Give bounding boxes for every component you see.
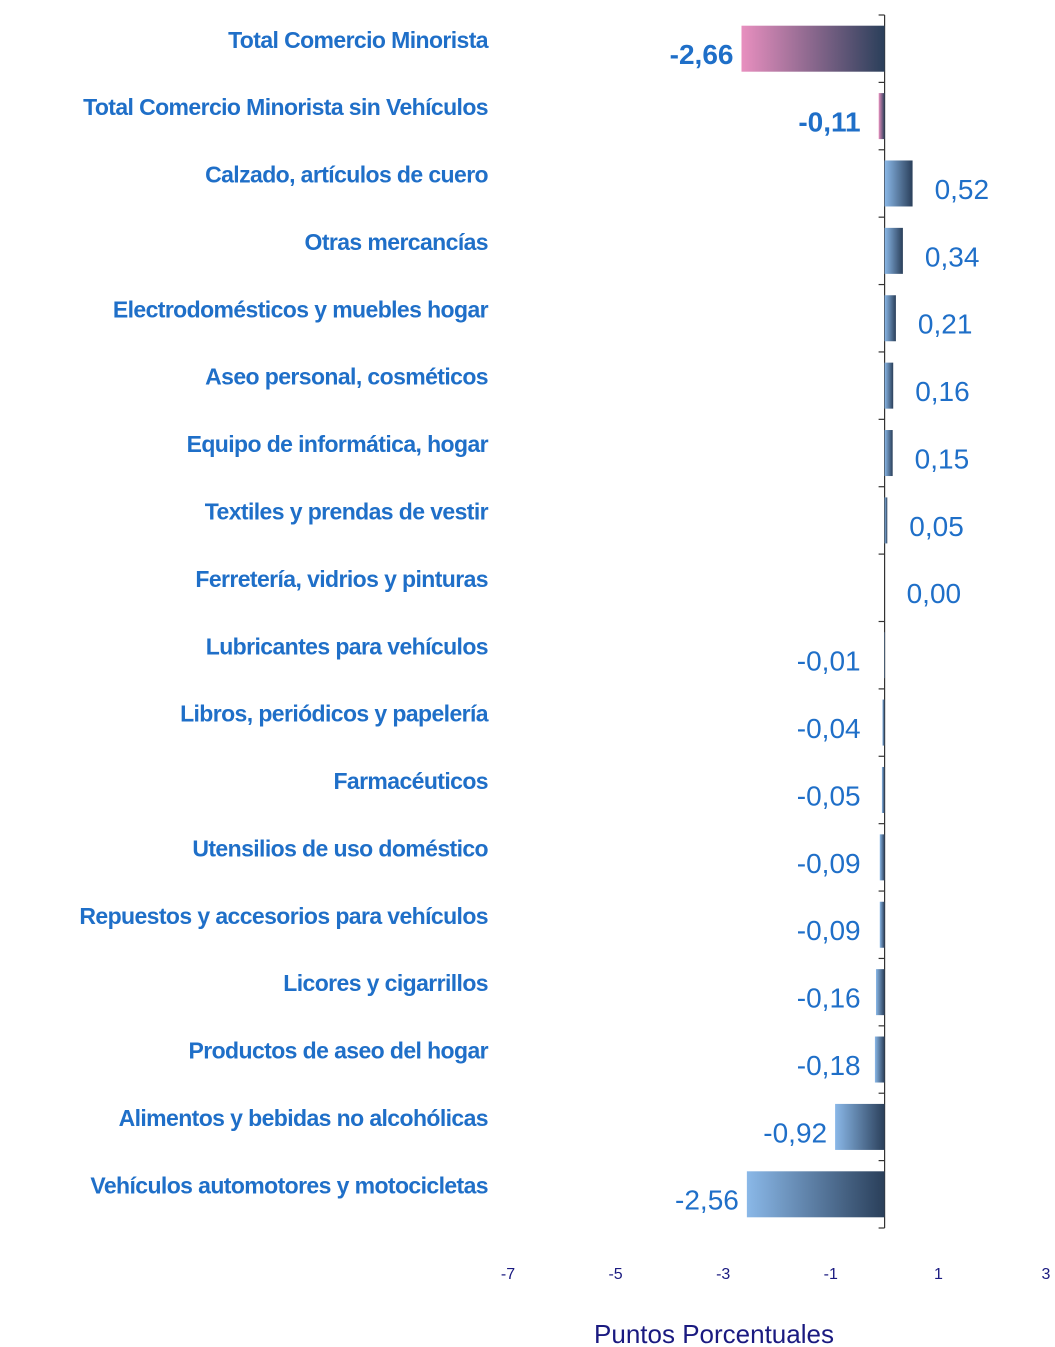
x-tick-label: 1 [934,1266,943,1283]
value-label: 0,34 [925,241,980,272]
value-label: -0,92 [763,1117,827,1148]
category-label: Alimentos y bebidas no alcohólicas [119,1105,488,1131]
value-label: 0,05 [909,511,964,542]
value-label: 0,15 [915,443,970,474]
bar [884,632,885,679]
bar [881,766,885,813]
category-label: Electrodomésticos y muebles hogar [113,296,489,322]
category-label: Equipo de informática, hogar [187,431,489,457]
x-tick-label: -3 [716,1266,730,1283]
category-label: Ferretería, vidrios y pinturas [195,566,488,592]
category-label: Repuestos y accesorios para vehículos [79,903,488,929]
category-label: Farmacéuticos [333,768,488,794]
value-label: -0,04 [797,713,861,744]
category-label: Productos de aseo del hogar [189,1038,489,1064]
value-label: -0,05 [797,780,861,811]
value-label: 0,52 [935,174,990,205]
bar [741,25,885,72]
category-label: Otras mercancías [305,229,488,255]
category-label: Aseo personal, cosméticos [205,364,488,390]
value-label: -2,66 [670,39,734,70]
x-tick-label: 3 [1042,1266,1051,1283]
bar [879,901,885,948]
category-label: Utensilios de uso doméstico [192,835,488,861]
bar [878,93,885,140]
bar [884,227,903,274]
bar [884,430,893,477]
category-label: Lubricantes para vehículos [206,633,488,659]
bar [884,362,894,409]
value-label: 0,16 [915,376,970,407]
x-tick-label: -5 [608,1266,622,1283]
value-label: -0,09 [797,848,861,879]
bar [882,699,885,746]
category-label: Total Comercio Minorista sin Vehículos [83,94,488,120]
category-label: Vehículos automotores y motocicletas [90,1172,488,1198]
value-label: -2,56 [675,1185,739,1216]
value-label: -0,01 [797,646,861,677]
bar [874,1036,885,1083]
bar [875,969,885,1016]
x-tick-label: -1 [824,1266,838,1283]
x-axis-title: Puntos Porcentuales [594,1319,834,1347]
x-tick-label: -7 [501,1266,515,1283]
bar [884,497,888,544]
value-label: 0,21 [918,309,973,340]
bar [884,160,913,207]
bar [884,295,896,342]
bar [835,1103,885,1150]
category-label: Total Comercio Minorista [228,27,489,53]
value-label: -0,11 [798,106,860,137]
category-label: Textiles y prendas de vestir [205,498,489,524]
bar [746,1171,885,1218]
category-label: Libros, periódicos y papelería [180,701,489,727]
value-label: -0,16 [797,983,861,1014]
value-label: -0,09 [797,915,861,946]
category-label: Licores y cigarrillos [283,970,488,996]
value-label: -0,18 [797,1050,861,1081]
category-label: Calzado, artículos de cuero [205,162,488,188]
bar [879,834,885,881]
value-label: 0,00 [907,578,962,609]
